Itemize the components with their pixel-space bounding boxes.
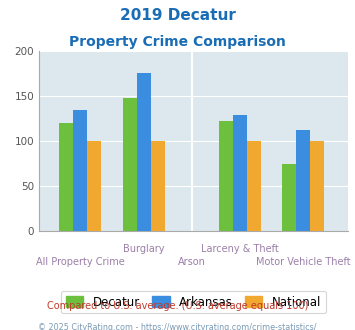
Text: Burglary: Burglary <box>124 244 165 253</box>
Bar <box>247 141 261 231</box>
Text: Motor Vehicle Theft: Motor Vehicle Theft <box>256 257 351 267</box>
Text: 2019 Decatur: 2019 Decatur <box>120 8 235 23</box>
Text: All Property Crime: All Property Crime <box>36 257 125 267</box>
Bar <box>233 115 247 231</box>
Bar <box>137 73 151 231</box>
Bar <box>296 130 310 231</box>
Bar <box>151 141 165 231</box>
Bar <box>282 164 296 231</box>
Text: © 2025 CityRating.com - https://www.cityrating.com/crime-statistics/: © 2025 CityRating.com - https://www.city… <box>38 323 317 330</box>
Text: Compared to U.S. average. (U.S. average equals 100): Compared to U.S. average. (U.S. average … <box>47 301 308 311</box>
Bar <box>123 98 137 231</box>
Bar <box>59 123 73 231</box>
Bar <box>219 121 233 231</box>
Legend: Decatur, Arkansas, National: Decatur, Arkansas, National <box>61 291 326 313</box>
Bar <box>73 110 87 231</box>
Text: Larceny & Theft: Larceny & Theft <box>201 244 279 253</box>
Text: Arson: Arson <box>178 257 206 267</box>
Bar <box>310 141 324 231</box>
Bar <box>87 141 102 231</box>
Text: Property Crime Comparison: Property Crime Comparison <box>69 35 286 49</box>
